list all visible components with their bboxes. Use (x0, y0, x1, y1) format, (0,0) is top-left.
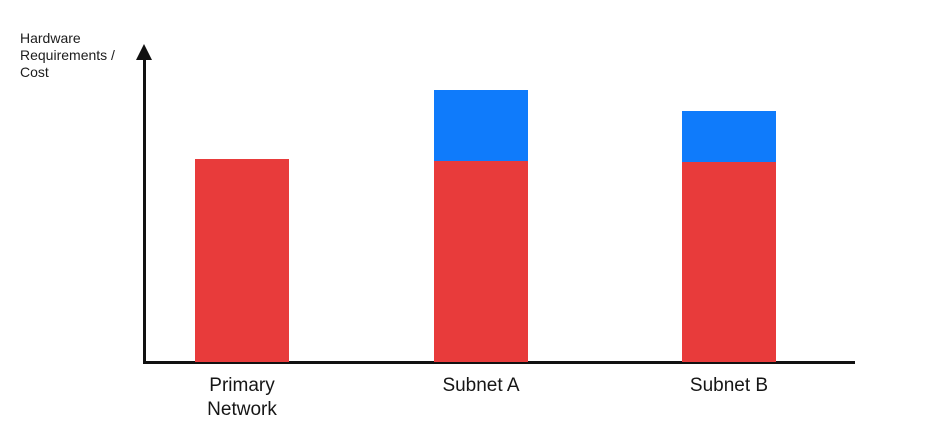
x-axis-line (143, 361, 855, 364)
bar-blue-segment-subnet-a (434, 90, 528, 161)
bar-red-segment-subnet-a (434, 161, 528, 362)
bar-blue-segment-subnet-b (682, 111, 776, 162)
category-label-primary-network: Primary Network (207, 375, 277, 420)
bar-red-segment-subnet-b (682, 162, 776, 362)
category-label-subnet-b: Subnet B (689, 375, 769, 396)
category-label-subnet-a: Subnet A (442, 375, 520, 396)
y-axis-label: Hardware Requirements / Cost (20, 30, 115, 80)
y-axis-arrowhead-icon (136, 44, 152, 60)
y-axis-line (143, 56, 146, 363)
bar-red-segment-primary-network (195, 159, 289, 362)
